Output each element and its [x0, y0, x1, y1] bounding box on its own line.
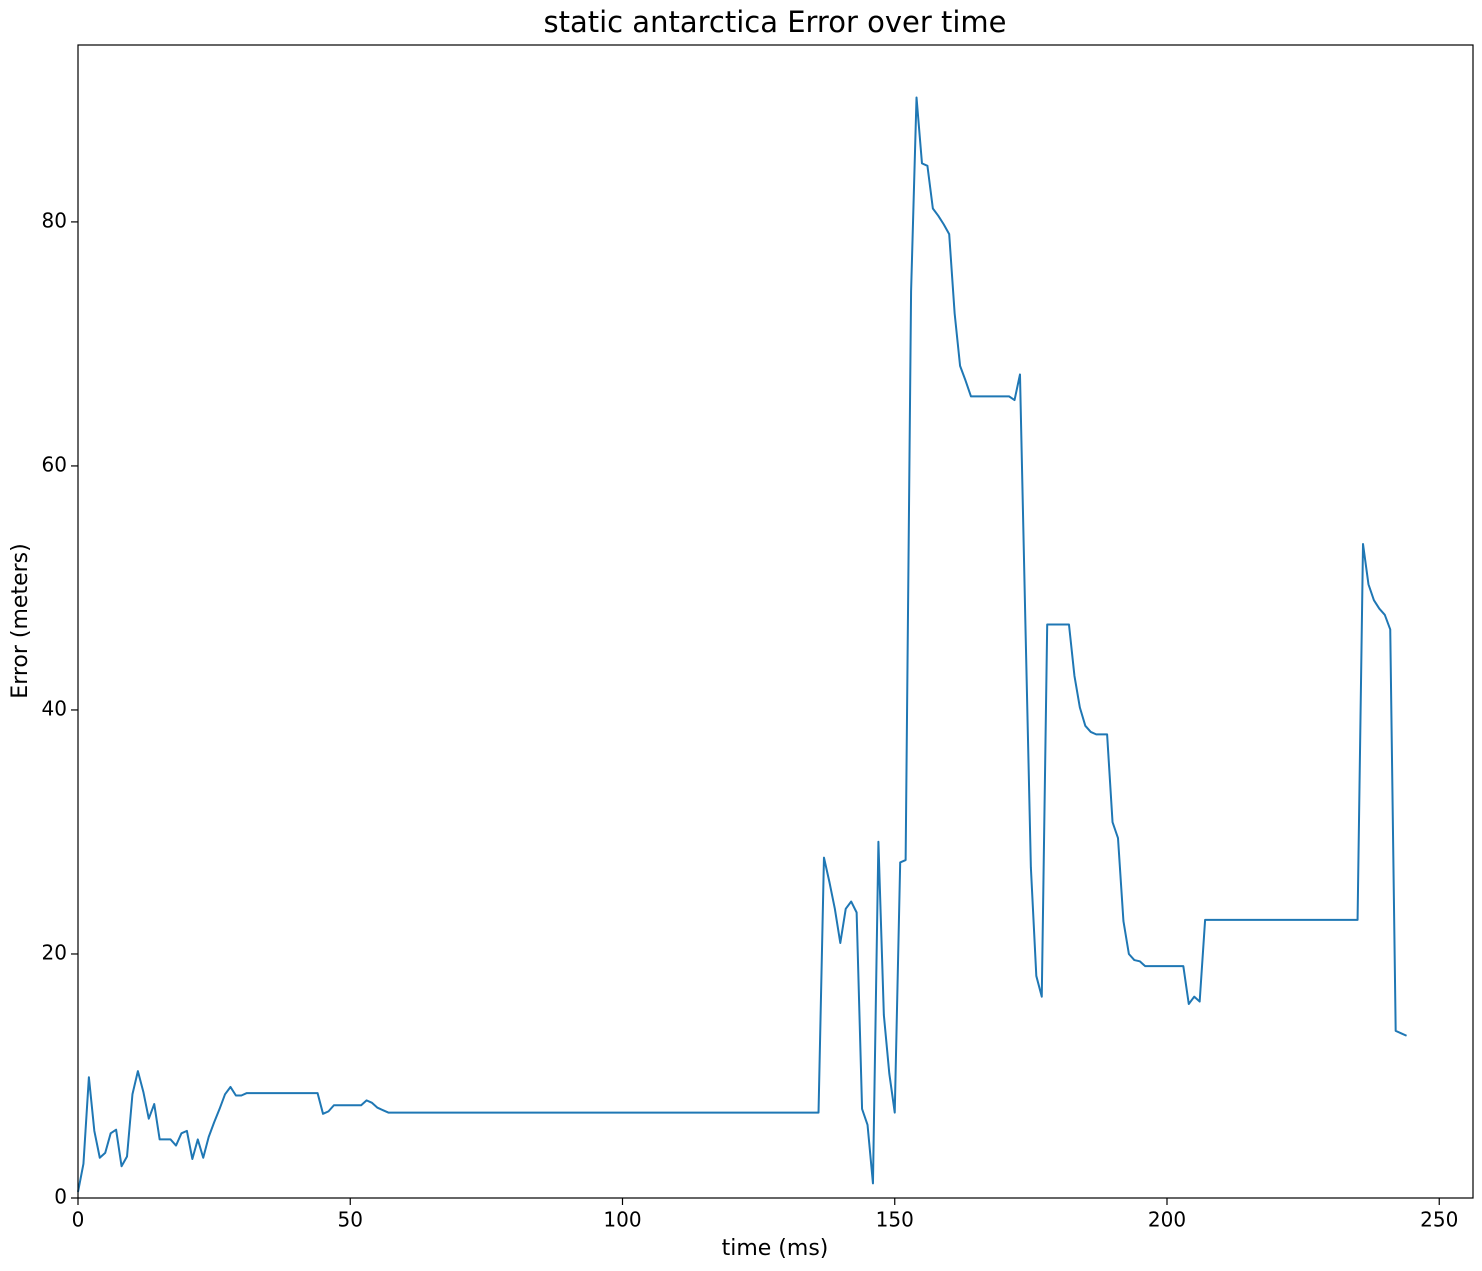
plot-frame [77, 44, 1474, 1199]
x-tick-label: 200 [1148, 1208, 1186, 1232]
x-tick-label: 50 [338, 1208, 363, 1232]
chart-title: static antarctica Error over time [543, 5, 1006, 39]
y-tick-label: 40 [42, 696, 67, 720]
x-axis-label: time (ms) [722, 1236, 829, 1261]
y-tick-label: 20 [42, 940, 67, 964]
y-tick-label: 80 [42, 208, 67, 232]
data-line [77, 96, 1407, 1193]
y-tick-label: 0 [54, 1185, 67, 1209]
x-tick-label: 100 [603, 1208, 641, 1232]
y-axis-label: Error (meters) [8, 543, 33, 698]
x-tick-label: 150 [876, 1208, 914, 1232]
x-tick-label: 250 [1420, 1208, 1458, 1232]
x-tick-label: 0 [72, 1208, 85, 1232]
y-tick-label: 60 [42, 452, 67, 476]
